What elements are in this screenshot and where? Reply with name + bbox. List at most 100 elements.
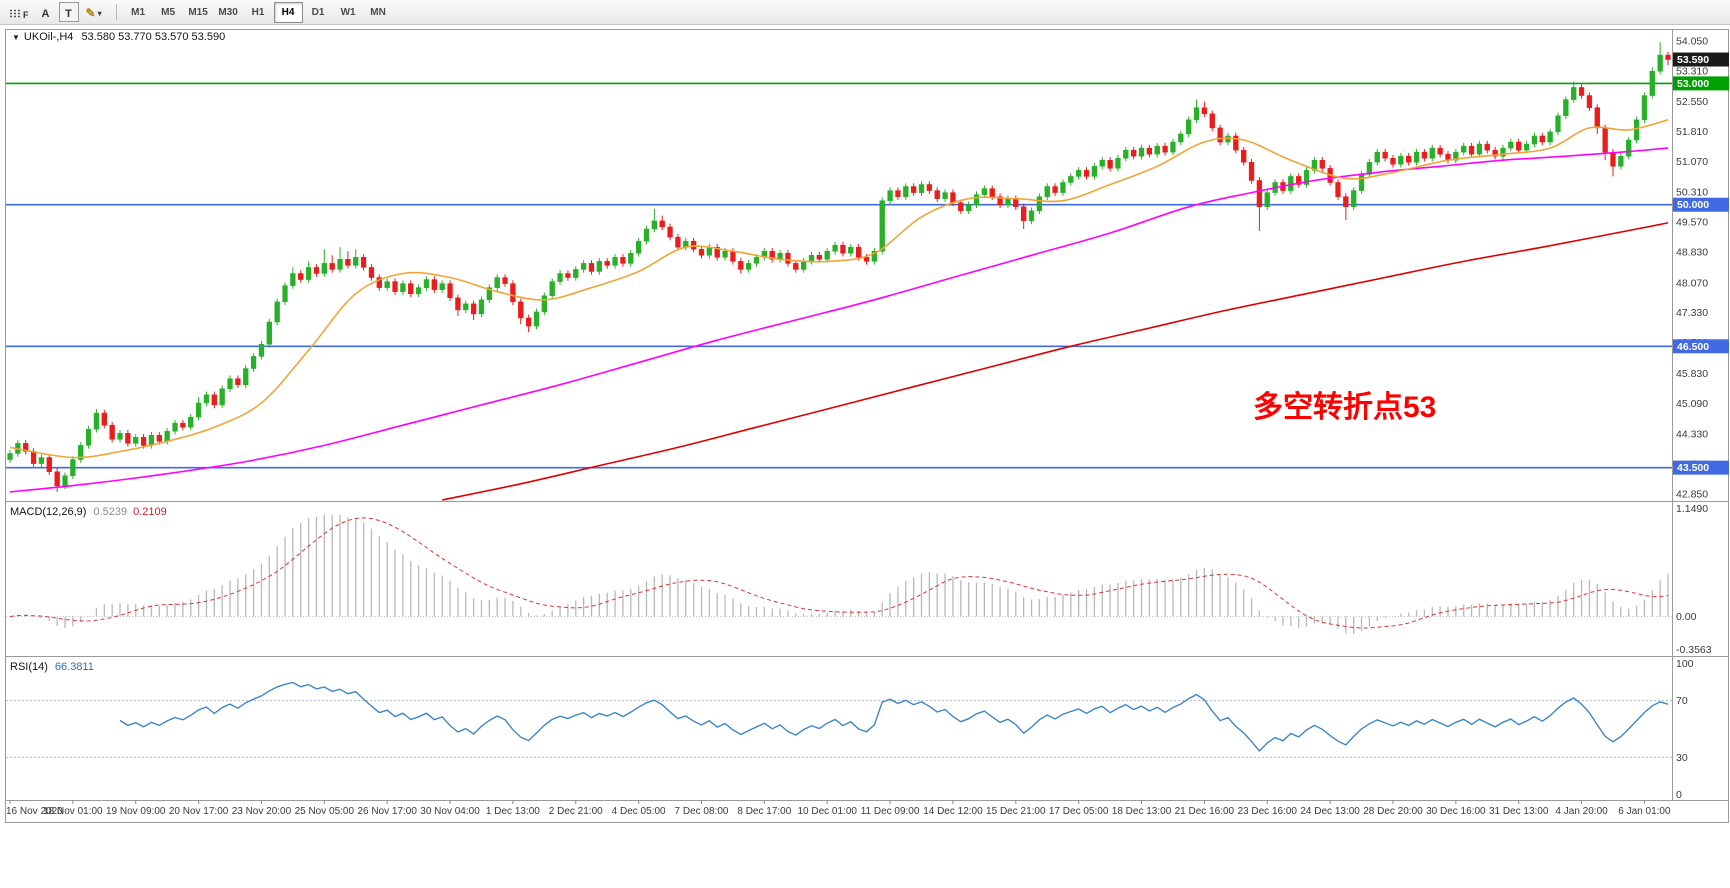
price-axis-label: 47.330 bbox=[1676, 307, 1708, 319]
pencil-icon: ✎ bbox=[85, 6, 96, 20]
bid-price-tag: 53.590 bbox=[1673, 52, 1729, 67]
candles bbox=[7, 42, 1671, 492]
grid-dots-icon bbox=[9, 9, 22, 18]
chart-canvas[interactable]: 多空转折点53 54.050 53.310 52.550 51.810 51.070 50.… bbox=[0, 25, 1730, 888]
time-axis-label: 31 Dec 13:00 bbox=[1489, 806, 1549, 817]
time-axis-label: 30 Dec 16:00 bbox=[1426, 806, 1486, 817]
hline-price-tag: 53.000 bbox=[1673, 76, 1729, 91]
macd-axis-label: -0.3563 bbox=[1676, 644, 1712, 656]
macd-main-value: 0.5239 bbox=[93, 506, 128, 518]
price-axis-label: 49.570 bbox=[1676, 217, 1708, 229]
toolbar-separator bbox=[115, 4, 117, 20]
rsi-axis-label: 0 bbox=[1676, 789, 1682, 801]
timeframe-w1[interactable]: W1 bbox=[340, 6, 356, 18]
rsi-line bbox=[119, 681, 1669, 753]
price-axis-label: 51.810 bbox=[1676, 126, 1708, 138]
price-axis-label: 51.070 bbox=[1676, 156, 1708, 168]
text-tool-label: T bbox=[65, 8, 72, 20]
time-axis-label: 18 Nov 01:00 bbox=[43, 806, 103, 817]
time-axis-label: 20 Nov 17:00 bbox=[169, 806, 229, 817]
hline-price-tag: 50.000 bbox=[1673, 197, 1729, 212]
ma-fast-line bbox=[9, 119, 1669, 459]
price-axis-label: 42.850 bbox=[1676, 488, 1708, 500]
grid-f-button[interactable]: F bbox=[5, 2, 33, 22]
rsi-axis-label: 100 bbox=[1676, 658, 1694, 670]
price-axis-label: 48.070 bbox=[1676, 277, 1708, 289]
macd-signal-value: 0.2109 bbox=[133, 506, 167, 518]
time-axis-label: 24 Dec 13:00 bbox=[1300, 806, 1360, 817]
svg-text:43.500: 43.500 bbox=[1677, 462, 1709, 474]
time-axis-label: 26 Nov 17:00 bbox=[357, 806, 417, 817]
timeframe-d1[interactable]: D1 bbox=[311, 6, 325, 18]
svg-text:53.000: 53.000 bbox=[1677, 78, 1709, 90]
time-axis-label: 1 Dec 13:00 bbox=[486, 806, 540, 817]
ma-slow-line bbox=[442, 222, 1669, 501]
timeframe-m5[interactable]: M5 bbox=[161, 6, 176, 18]
time-axis-label: 4 Dec 05:00 bbox=[612, 806, 666, 817]
panel-splitter[interactable] bbox=[0, 499, 1730, 504]
symbol-period-label: UKOil-,H4 bbox=[23, 31, 74, 43]
time-axis-label: 30 Nov 04:00 bbox=[420, 806, 480, 817]
rsi-label: RSI(14) bbox=[10, 661, 48, 673]
timeframe-h1[interactable]: H1 bbox=[251, 6, 265, 18]
price-axis-label: 50.310 bbox=[1676, 187, 1708, 199]
macd-indicator-title: MACD(12,26,9) 0.5239 0.2109 bbox=[10, 506, 167, 518]
ma-mid-line bbox=[9, 147, 1669, 493]
price-axis-label: 53.310 bbox=[1676, 65, 1708, 77]
cursor-a-label: A bbox=[41, 8, 50, 20]
chevron-down-icon: ▾ bbox=[97, 9, 102, 18]
time-axis-label: 18 Dec 13:00 bbox=[1112, 806, 1172, 817]
time-axis-label: 8 Dec 17:00 bbox=[737, 806, 791, 817]
time-axis-label: 10 Dec 01:00 bbox=[797, 806, 857, 817]
price-axis-label: 45.090 bbox=[1676, 398, 1708, 410]
time-axis-label: 7 Dec 08:00 bbox=[675, 806, 729, 817]
cursor-a-button[interactable]: A bbox=[36, 2, 56, 22]
timeframe-m15[interactable]: M15 bbox=[188, 6, 208, 18]
time-axis-label: 28 Dec 20:00 bbox=[1363, 806, 1423, 817]
time-axis-label: 16 Nov 2020 bbox=[6, 806, 63, 817]
price-axis-label: 52.550 bbox=[1676, 96, 1708, 108]
chart-title: ▼ UKOil-,H4 53.580 53.770 53.570 53.590 bbox=[12, 31, 225, 43]
time-axis-label: 25 Nov 05:00 bbox=[295, 806, 355, 817]
time-axis-label: 23 Nov 20:00 bbox=[232, 806, 292, 817]
panel-splitter[interactable] bbox=[0, 654, 1730, 659]
price-axis-label: 48.830 bbox=[1676, 247, 1708, 259]
price-axis-label: 54.050 bbox=[1676, 35, 1708, 47]
rsi-indicator-title: RSI(14) 66.3811 bbox=[10, 661, 94, 673]
time-axis-label: 6 Jan 01:00 bbox=[1618, 806, 1671, 817]
macd-axis-label: 0.00 bbox=[1676, 611, 1697, 623]
rsi-axis-label: 70 bbox=[1676, 695, 1688, 707]
macd-axis-label: 1.1490 bbox=[1676, 503, 1708, 515]
toolbar: F A T ✎ ▾ M1 M5 M15 M30 H1 H4 D1 W1 MN bbox=[0, 0, 1730, 25]
timeframe-h4[interactable]: H4 bbox=[273, 1, 303, 23]
price-axis-label: 45.830 bbox=[1676, 368, 1708, 380]
time-axis-label: 23 Dec 16:00 bbox=[1238, 806, 1298, 817]
macd-label: MACD(12,26,9) bbox=[10, 506, 87, 518]
annotation-text[interactable]: 多空转折点53 bbox=[1253, 391, 1436, 424]
grid-f-label: F bbox=[23, 10, 29, 20]
time-axis-label: 15 Dec 21:00 bbox=[986, 806, 1046, 817]
macd-signal-line bbox=[9, 517, 1669, 629]
timeframe-m1[interactable]: M1 bbox=[131, 6, 146, 18]
rsi-value: 66.3811 bbox=[54, 661, 94, 673]
pencil-tool-button[interactable]: ✎ ▾ bbox=[82, 2, 106, 22]
price-axis-label: 44.330 bbox=[1676, 429, 1708, 441]
svg-text:46.500: 46.500 bbox=[1677, 341, 1709, 353]
timeframe-m30[interactable]: M30 bbox=[218, 6, 238, 18]
timeframe-mn[interactable]: MN bbox=[370, 6, 386, 18]
time-axis-label: 14 Dec 12:00 bbox=[923, 806, 983, 817]
timeframe-group: M1 M5 M15 M30 H1 H4 D1 W1 MN bbox=[124, 1, 394, 23]
macd-histogram bbox=[17, 514, 1669, 634]
chart-frame bbox=[5, 29, 1729, 823]
time-axis-label: 19 Nov 09:00 bbox=[106, 806, 166, 817]
hline-price-tag: 43.500 bbox=[1673, 460, 1729, 475]
time-axis-label: 21 Dec 16:00 bbox=[1175, 806, 1235, 817]
svg-text:50.000: 50.000 bbox=[1677, 199, 1709, 211]
time-axis-label: 17 Dec 05:00 bbox=[1049, 806, 1109, 817]
time-axis-label: 2 Dec 21:00 bbox=[549, 806, 603, 817]
collapse-chart-icon[interactable]: ▼ bbox=[12, 33, 20, 42]
hline-price-tag: 46.500 bbox=[1673, 339, 1729, 354]
time-axis-label: 11 Dec 09:00 bbox=[861, 806, 920, 817]
text-tool-button[interactable]: T bbox=[58, 2, 79, 22]
ohlc-values: 53.580 53.770 53.570 53.590 bbox=[81, 31, 226, 43]
